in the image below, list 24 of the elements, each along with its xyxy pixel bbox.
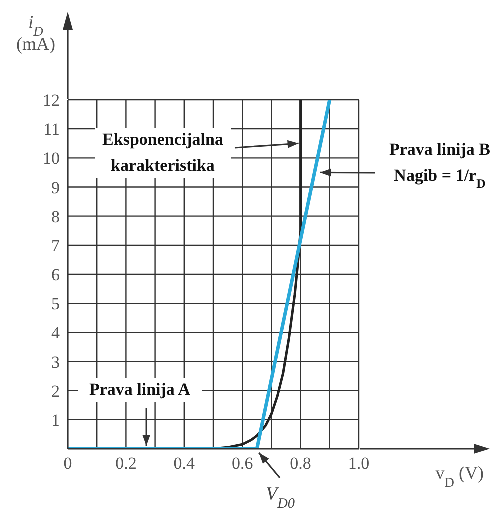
y-tick-label: 6 [52, 266, 60, 285]
x-tick-label: 0 [64, 454, 72, 474]
x-axis-title: v$_{D}$ (V) [436, 463, 484, 490]
annotation: V$_{D0}$ [266, 484, 296, 512]
y-tick-label: 1 [52, 410, 60, 430]
y-tick-label: 9 [52, 178, 60, 198]
x-tick-label: 0.2 [116, 454, 137, 474]
y-tick-label: 5 [52, 294, 60, 314]
y-tick-label: 4 [52, 324, 60, 343]
x-tick-label: 1.0 [348, 454, 370, 474]
annotation: Prava linija B Nagib = 1/r$_{D}$ [389, 140, 491, 191]
y-tick-label: 3 [52, 352, 60, 372]
y-tick-label: 10 [43, 149, 60, 168]
x-tick-label: 0.8 [290, 454, 312, 474]
annotation: Prava linija A [89, 380, 192, 399]
y-tick-label: 2 [52, 382, 60, 401]
x-tick-label: 0.6 [232, 454, 254, 474]
annotation: Eksponencijalna karakteristika [102, 130, 224, 175]
y-tick-label: 12 [43, 91, 60, 110]
y-tick-label: 8 [52, 207, 60, 226]
x-tick-label: 0.4 [174, 454, 196, 474]
y-tick-label: 7 [52, 236, 60, 256]
y-tick-label: 11 [44, 120, 60, 140]
y-axis-title: i$_{D}$ (mA) [16, 12, 56, 54]
